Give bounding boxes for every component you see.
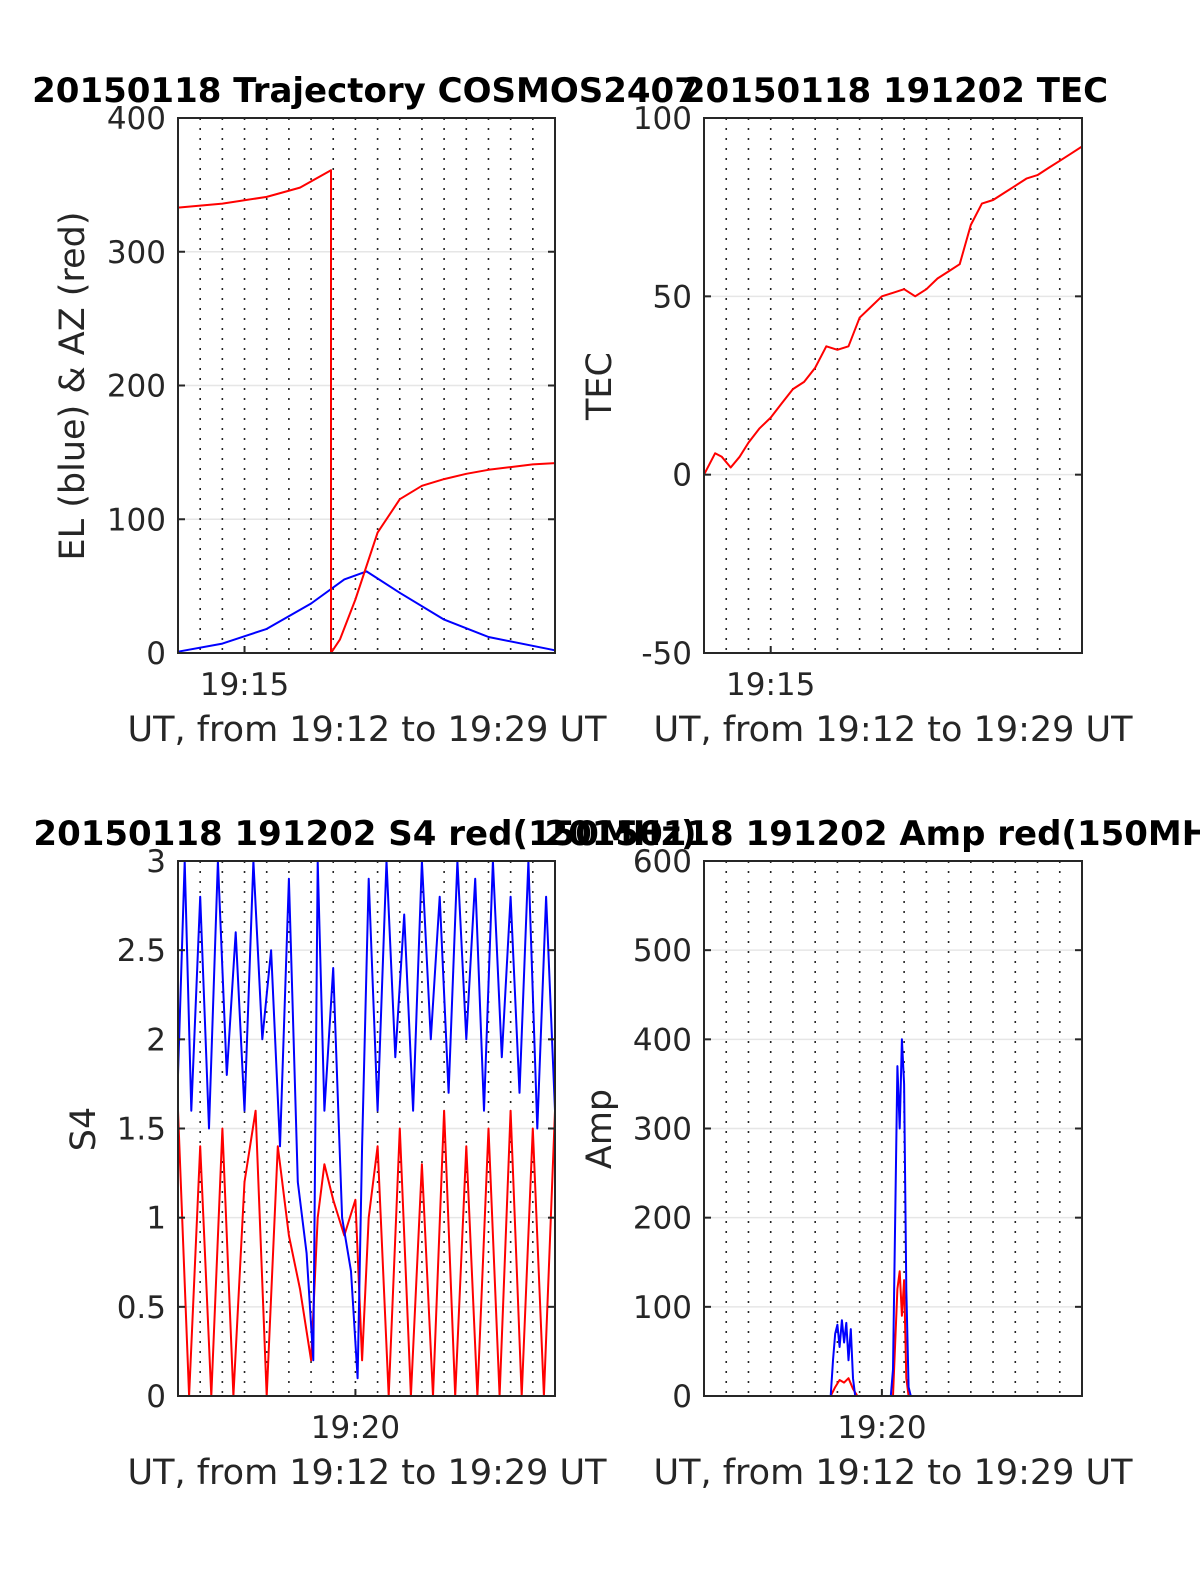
y-tick-label: 100 xyxy=(107,502,166,538)
x-axis-label: UT, from 19:12 to 19:29 UT xyxy=(127,710,607,750)
series-line xyxy=(703,145,1083,476)
series-line xyxy=(177,1109,556,1397)
y-tick-label: 50 xyxy=(653,279,692,315)
x-axis-label: UT, from 19:12 to 19:29 UT xyxy=(127,1453,607,1493)
series-line xyxy=(177,570,556,653)
plot-area: 0 100 200 300 400 19:15 xyxy=(107,101,556,703)
y-tick-label: 600 xyxy=(633,844,692,880)
y-tick-label: 300 xyxy=(107,235,166,271)
y-tick-label: 0 xyxy=(146,636,166,672)
series-line xyxy=(177,169,556,654)
axes-box xyxy=(703,117,1083,654)
x-tick-label: 19:20 xyxy=(311,1410,400,1446)
y-tick-label: 1.5 xyxy=(117,1112,166,1148)
y-tick-label: 1 xyxy=(146,1201,166,1237)
y-tick-label: 2 xyxy=(146,1022,166,1058)
y-axis-label: S4 xyxy=(64,1107,104,1152)
panel-title: 20150118 191202 S4 red(150MHz) xyxy=(33,814,696,854)
plot-area: 0 0.5 1 1.5 2 2.5 3 19:20 xyxy=(117,844,556,1446)
y-tick-label: 200 xyxy=(107,369,166,405)
series-line xyxy=(177,860,556,1380)
panel-s4: 20150118 191202 S4 red(150MHz) 0 0.5 1 1.5 2… xyxy=(33,814,696,1493)
y-tick-label: -50 xyxy=(641,636,692,672)
y-tick-label: 300 xyxy=(633,1112,692,1148)
panel-amp: 20150118 191202 Amp red(150MHz) 0 100 200 3… xyxy=(544,814,1200,1493)
y-tick-label: 200 xyxy=(633,1201,692,1237)
y-axis-label: EL (blue) & AZ (red) xyxy=(53,212,93,561)
panel-title: 20150118 Trajectory COSMOS2407 xyxy=(32,71,698,111)
x-tick-label: 19:15 xyxy=(726,667,815,703)
panel-title: 20150118 191202 TEC xyxy=(682,71,1108,111)
plot-area: 0 100 200 300 400 500 600 19:20 xyxy=(633,844,1083,1446)
x-tick-label: 19:15 xyxy=(200,667,289,703)
x-tick-label: 19:20 xyxy=(837,1410,926,1446)
x-axis-label: UT, from 19:12 to 19:29 UT xyxy=(653,710,1133,750)
x-axis-label: UT, from 19:12 to 19:29 UT xyxy=(653,1453,1133,1493)
y-tick-label: 400 xyxy=(107,101,166,137)
y-tick-label: 100 xyxy=(633,1290,692,1326)
y-axis-label: TEC xyxy=(580,352,620,421)
y-axis-label: Amp xyxy=(580,1089,620,1169)
y-tick-label: 0.5 xyxy=(117,1290,166,1326)
panel-title: 20150118 191202 Amp red(150MHz) xyxy=(544,814,1200,854)
plot-area: -50 0 50 100 19:15 xyxy=(633,101,1083,703)
y-tick-label: 3 xyxy=(146,844,166,880)
panel-trajectory: 20150118 Trajectory COSMOS2407 0 100 200 30… xyxy=(32,71,698,750)
panel-tec: 20150118 191202 TEC -50 0 50 100 19:15 UT, f… xyxy=(580,71,1133,750)
y-tick-label: 0 xyxy=(146,1379,166,1415)
y-tick-label: 400 xyxy=(633,1022,692,1058)
y-tick-label: 500 xyxy=(633,933,692,969)
y-tick-label: 0 xyxy=(672,1379,692,1415)
y-tick-label: 0 xyxy=(672,458,692,494)
y-tick-label: 100 xyxy=(633,101,692,137)
y-tick-label: 2.5 xyxy=(117,933,166,969)
